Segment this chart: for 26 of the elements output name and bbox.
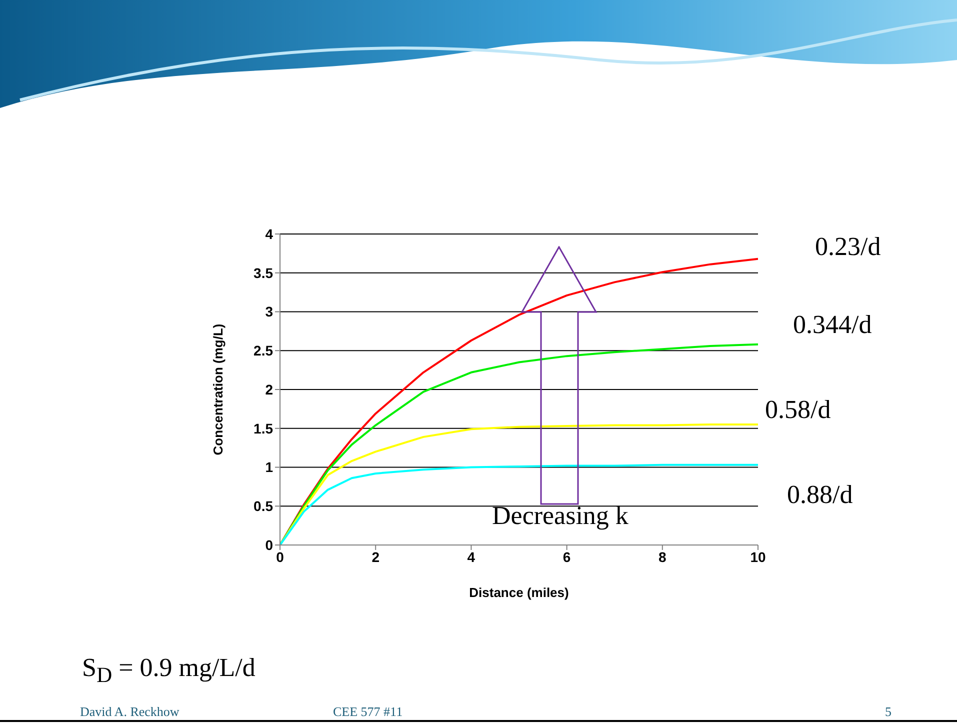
series-label: 0.88/d (787, 480, 853, 510)
y-tick-label: 4 (265, 226, 274, 242)
annotation: Decreasing k (492, 501, 628, 530)
x-tick-label: 0 (276, 548, 284, 565)
series-label: 0.58/d (765, 395, 831, 425)
y-tick-label: 1 (265, 459, 274, 476)
y-tick-label: 1.5 (254, 420, 274, 436)
x-axis-title: Distance (miles) (469, 585, 569, 600)
text: CEE 577 #11 (333, 704, 403, 719)
y-tick-label: 3.5 (254, 264, 274, 281)
y-axis-title: Concentration (mg/L) (210, 324, 226, 456)
series-label: 0.344/d (793, 310, 872, 340)
x-tick-label: 8 (658, 548, 666, 565)
x-tick-label: 4 (467, 548, 476, 565)
text: David A. Reckhow (80, 704, 180, 719)
x-tick-label: 2 (372, 548, 380, 565)
y-tick-label: 2 (265, 381, 274, 398)
y-tick-label: 0 (265, 536, 274, 553)
y-tick-label: 2.5 (254, 342, 274, 359)
text: S$_{D}$ = 0.9 mg/L/d (82, 653, 256, 688)
x-tick-label: 10 (750, 548, 766, 565)
y-tick-label: 0.5 (254, 498, 274, 514)
x-tick-label: 6 (562, 548, 571, 565)
y-tick-label: 3 (265, 304, 274, 320)
text: 0.23/d (815, 232, 881, 262)
text: 5 (885, 704, 892, 719)
